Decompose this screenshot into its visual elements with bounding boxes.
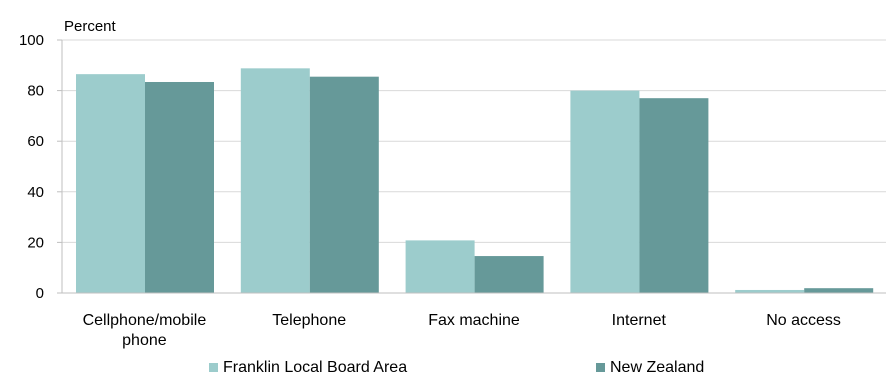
y-axis-label: Percent xyxy=(64,18,117,35)
bar xyxy=(735,289,805,293)
legend: Franklin Local Board Area New Zealand xyxy=(209,359,704,376)
bar xyxy=(145,81,214,293)
y-tick-label: 40 xyxy=(27,184,44,201)
category-label: Telephone xyxy=(272,312,346,329)
bar xyxy=(405,240,475,293)
category-label: Fax machine xyxy=(428,312,520,329)
category-label: Cellphone/mobile xyxy=(83,312,207,329)
y-axis-ticks: 0 20 40 60 80 100 xyxy=(19,32,63,302)
y-tick-label: 0 xyxy=(36,285,44,302)
bar xyxy=(570,90,640,293)
category-labels: Cellphone/mobile phone Telephone Fax machin… xyxy=(83,312,841,349)
bar xyxy=(639,98,709,293)
bar xyxy=(240,68,310,293)
y-tick-label: 20 xyxy=(27,234,44,251)
bar xyxy=(474,256,544,293)
category-label: Internet xyxy=(612,312,667,329)
legend-label: New Zealand xyxy=(610,359,704,376)
legend-swatch xyxy=(596,363,605,372)
bars xyxy=(76,68,874,293)
y-tick-label: 100 xyxy=(19,32,44,49)
category-label: phone xyxy=(122,332,167,349)
legend-swatch xyxy=(209,363,218,372)
legend-label: Franklin Local Board Area xyxy=(223,359,407,376)
y-tick-label: 60 xyxy=(27,133,44,150)
y-tick-label: 80 xyxy=(27,83,44,100)
category-label: No access xyxy=(766,312,841,329)
bar xyxy=(76,74,145,293)
bar xyxy=(309,76,379,293)
bar xyxy=(804,288,874,293)
